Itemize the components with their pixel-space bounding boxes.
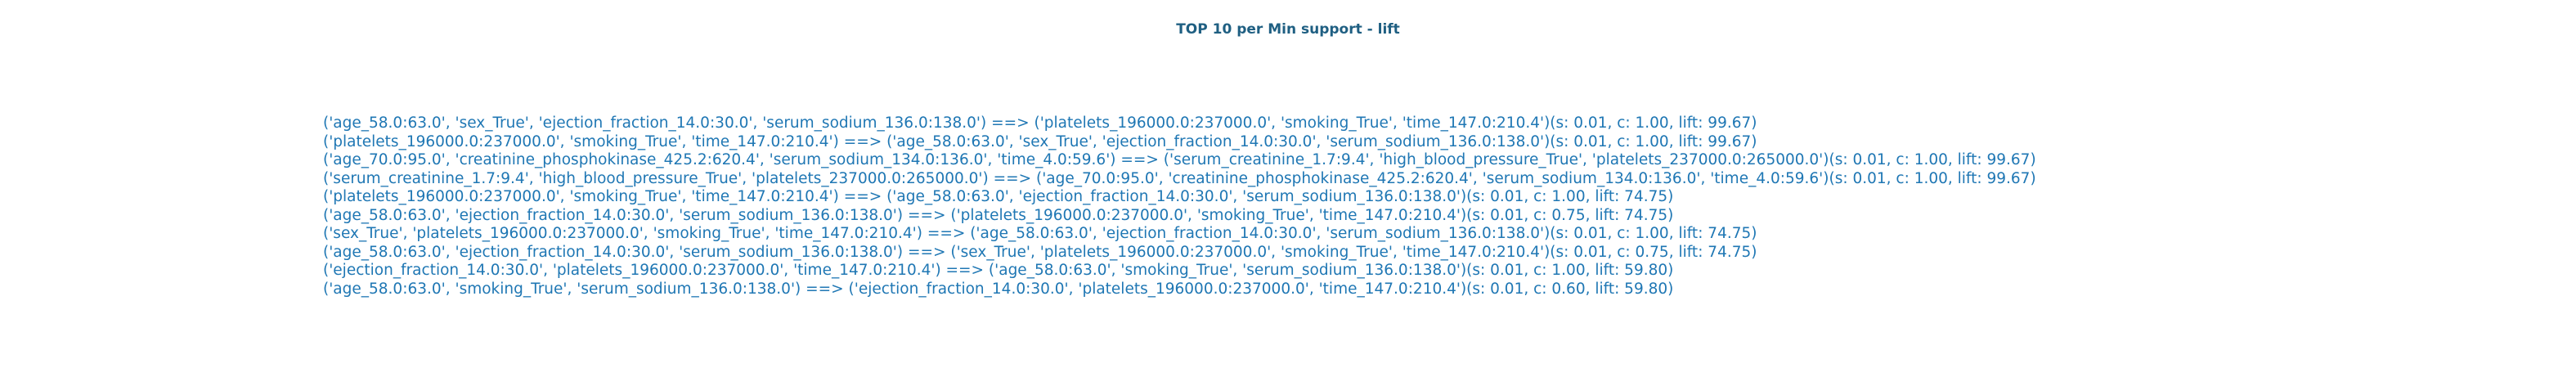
- rule-line: ('age_58.0:63.0', 'ejection_fraction_14.…: [323, 243, 1757, 261]
- rule-line: ('ejection_fraction_14.0:30.0', 'platele…: [323, 262, 1674, 279]
- rule-line: ('platelets_196000.0:237000.0', 'smoking…: [323, 132, 1757, 150]
- rule-line: ('sex_True', 'platelets_196000.0:237000.…: [323, 225, 1757, 242]
- rule-line: ('age_58.0:63.0', 'sex_True', 'ejection_…: [323, 114, 1757, 132]
- rule-line: ('age_58.0:63.0', 'ejection_fraction_14.…: [323, 206, 1674, 224]
- rule-line: ('age_70.0:95.0', 'creatinine_phosphokin…: [323, 151, 2036, 168]
- rule-line: ('age_58.0:63.0', 'smoking_True', 'serum…: [323, 280, 1674, 298]
- rule-line: ('serum_creatinine_1.7:9.4', 'high_blood…: [323, 169, 2036, 187]
- association-rules-list: ('age_58.0:63.0', 'sex_True', 'ejection_…: [323, 114, 2036, 298]
- rule-line: ('platelets_196000.0:237000.0', 'smoking…: [323, 188, 1674, 205]
- figure-title: TOP 10 per Min support - lift: [1176, 21, 1400, 38]
